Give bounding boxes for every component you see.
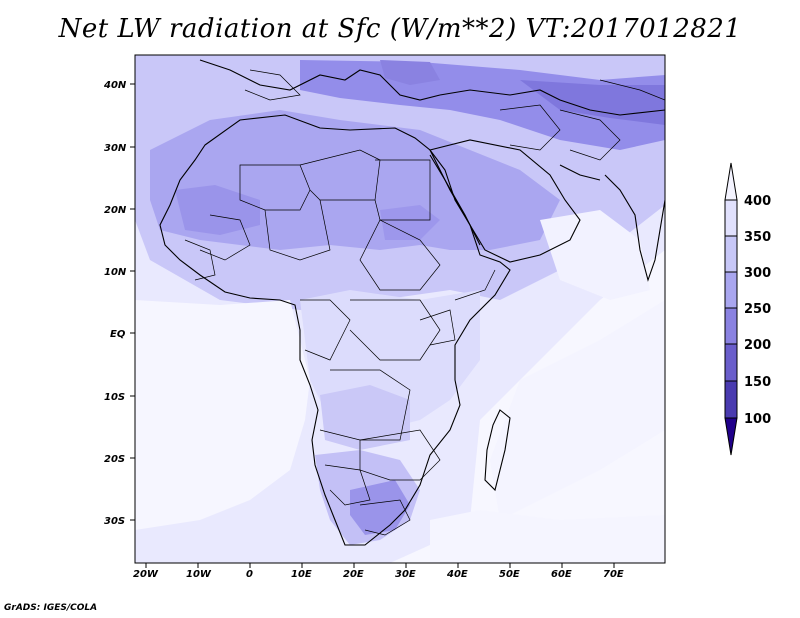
lon-label-50e: 50E xyxy=(499,569,520,580)
coastlines xyxy=(159,59,665,546)
lat-label-eq: EQ xyxy=(110,329,126,340)
grads-credit: GrADS: IGES/COLA xyxy=(4,603,98,613)
lon-label-20e: 20E xyxy=(343,569,364,580)
colorbar-label-400: 400 xyxy=(744,194,771,209)
colorbar-top-arrow xyxy=(724,162,738,201)
colorbar-bin-250-300 xyxy=(724,271,738,309)
lon-label-30e: 30E xyxy=(395,569,416,580)
lat-label-20s: 20S xyxy=(104,454,125,465)
latitude-ticks xyxy=(130,83,135,521)
country-borders xyxy=(184,69,665,536)
colorbar-bin-200-250 xyxy=(724,307,738,345)
map-frame xyxy=(134,54,666,564)
longitude-ticks xyxy=(145,563,615,568)
colorbar-bin-150-200 xyxy=(724,343,738,382)
lon-label-60e: 60E xyxy=(551,569,572,580)
lat-label-20n: 20N xyxy=(104,205,127,216)
lat-label-10n: 10N xyxy=(104,267,127,278)
lon-label-40e: 40E xyxy=(446,569,468,580)
colorbar: 400 350 300 250 200 150 100 xyxy=(724,162,771,456)
colorbar-bottom-arrow xyxy=(724,417,738,456)
colorbar-label-200: 200 xyxy=(744,338,771,353)
lon-label-20w: 20W xyxy=(133,569,159,580)
lon-label-10e: 10E xyxy=(291,569,312,580)
colorbar-bin-100-150 xyxy=(724,380,738,419)
map-title: Net LW radiation at Sfc (W/m**2) VT:2017… xyxy=(58,14,742,44)
colorbar-label-100: 100 xyxy=(744,412,771,427)
colorbar-label-250: 250 xyxy=(744,302,771,317)
lon-label-10w: 10W xyxy=(186,569,212,580)
lat-label-30s: 30S xyxy=(104,516,125,527)
lat-label-40n: 40N xyxy=(103,80,127,91)
lat-label-10s: 10S xyxy=(104,392,125,403)
colorbar-label-150: 150 xyxy=(744,375,771,390)
colorbar-bin-350-400 xyxy=(724,199,738,237)
latitude-labels: 40N 30N 20N 10N EQ 10S 20S 30S xyxy=(103,80,127,527)
colorbar-label-350: 350 xyxy=(744,230,771,245)
colorbar-label-300: 300 xyxy=(744,266,771,281)
colorbar-bin-300-350 xyxy=(724,235,738,273)
lon-label-70e: 70E xyxy=(603,569,624,580)
longitude-labels: 20W 10W 0 10E 20E 30E 40E 50E 60E 70E xyxy=(133,569,624,580)
radiation-field xyxy=(135,55,665,563)
lat-label-30n: 30N xyxy=(104,143,127,154)
lon-label-0: 0 xyxy=(246,569,253,580)
